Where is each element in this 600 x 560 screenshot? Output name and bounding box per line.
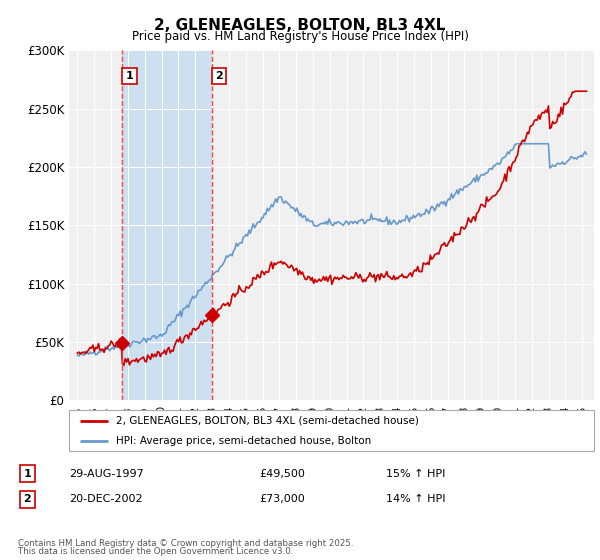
Text: 20-DEC-2002: 20-DEC-2002 — [70, 494, 143, 505]
Text: 29-AUG-1997: 29-AUG-1997 — [70, 469, 145, 479]
Text: Contains HM Land Registry data © Crown copyright and database right 2025.: Contains HM Land Registry data © Crown c… — [18, 539, 353, 548]
Text: 2, GLENEAGLES, BOLTON, BL3 4XL: 2, GLENEAGLES, BOLTON, BL3 4XL — [154, 18, 446, 33]
Text: 1: 1 — [23, 469, 31, 479]
Text: 2: 2 — [23, 494, 31, 505]
Text: This data is licensed under the Open Government Licence v3.0.: This data is licensed under the Open Gov… — [18, 547, 293, 556]
Text: £49,500: £49,500 — [260, 469, 305, 479]
Text: 1: 1 — [125, 71, 133, 81]
Bar — [122, 50, 212, 400]
Text: 14% ↑ HPI: 14% ↑ HPI — [386, 494, 446, 505]
Text: Price paid vs. HM Land Registry's House Price Index (HPI): Price paid vs. HM Land Registry's House … — [131, 30, 469, 43]
Text: 15% ↑ HPI: 15% ↑ HPI — [386, 469, 446, 479]
Text: £73,000: £73,000 — [260, 494, 305, 505]
Text: HPI: Average price, semi-detached house, Bolton: HPI: Average price, semi-detached house,… — [116, 436, 371, 446]
Text: 2, GLENEAGLES, BOLTON, BL3 4XL (semi-detached house): 2, GLENEAGLES, BOLTON, BL3 4XL (semi-det… — [116, 416, 419, 426]
Text: 2: 2 — [215, 71, 223, 81]
